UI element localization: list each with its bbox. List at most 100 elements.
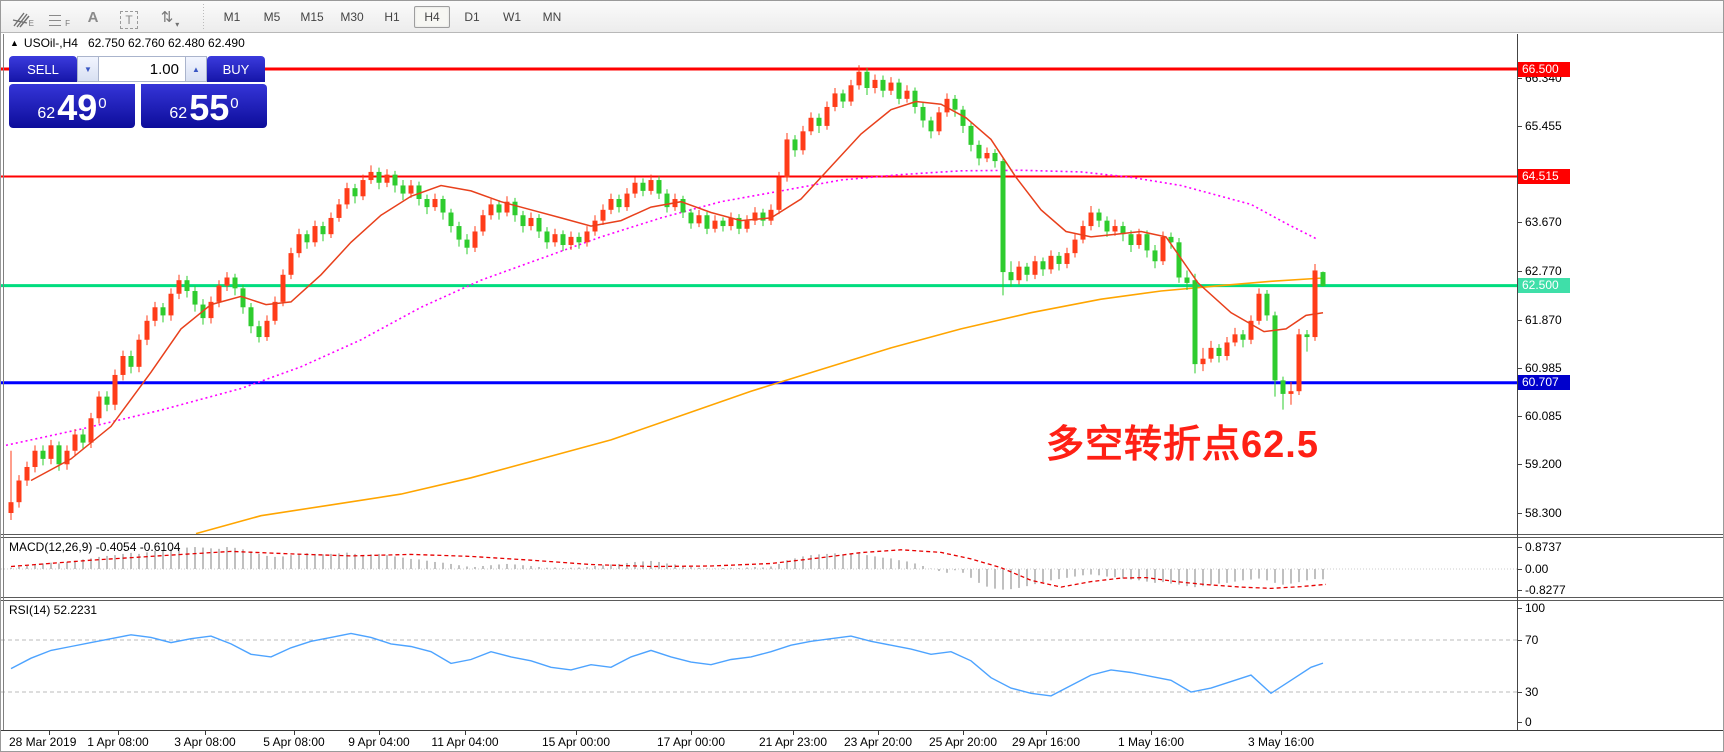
- price-axis-tick: [1517, 416, 1522, 418]
- rsi-axis-tick: [1517, 608, 1522, 609]
- timeframe-d1[interactable]: D1: [464, 9, 480, 24]
- buy-button[interactable]: BUY: [207, 56, 265, 82]
- timeframe-mn[interactable]: MN: [542, 9, 562, 24]
- rsi-indicator-label: RSI(14) 52.2231: [9, 603, 98, 617]
- volume-increase-button[interactable]: ▲: [185, 56, 207, 82]
- macd-indicator-canvas[interactable]: [1, 538, 1517, 597]
- rsi-axis-tick: [1517, 640, 1522, 641]
- crosshair-study-icon[interactable]: E: [5, 4, 37, 30]
- price-axis-separator: [1517, 34, 1518, 730]
- rsi-axis-tick: [1517, 692, 1522, 693]
- grid-snap-icon[interactable]: F: [41, 4, 73, 30]
- price-axis-tick: [1517, 319, 1522, 321]
- macd-axis-label: -0.8277: [1525, 582, 1566, 597]
- macd-axis-tick: [1517, 569, 1522, 570]
- timeframe-h1[interactable]: H1: [384, 9, 400, 24]
- time-axis-tick: [691, 731, 692, 735]
- price-axis-tick: [1517, 513, 1522, 514]
- ohlc-values: 62.750 62.760 62.480 62.490: [87, 35, 245, 50]
- price-axis-tick: [1517, 222, 1522, 224]
- price-level-tag: 62.500: [1518, 278, 1570, 294]
- time-axis-label: 23 Apr 20:00: [843, 735, 913, 749]
- macd-indicator-label: MACD(12,26,9) -0.4054 -0.6104: [9, 540, 181, 554]
- time-axis-tick: [1151, 731, 1152, 735]
- timeframe-m1[interactable]: M1: [223, 9, 241, 24]
- timeframe-m15[interactable]: M15: [300, 9, 324, 24]
- buy-price-point: 0: [230, 95, 239, 112]
- rsi-axis-tick: [1517, 722, 1522, 723]
- price-level-tag: 64.515: [1518, 169, 1570, 185]
- timeframe-m30[interactable]: M30: [340, 9, 364, 24]
- sell-price-point: 0: [98, 95, 107, 112]
- time-axis-label: 9 Apr 04:00: [348, 735, 410, 749]
- macd-axis-tick: [1517, 589, 1522, 591]
- time-axis-tick: [793, 731, 794, 735]
- toolbar-separator: [201, 3, 206, 30]
- rsi-indicator-canvas[interactable]: [1, 601, 1517, 730]
- time-axis[interactable]: 28 Mar 2019 1 Apr 08:00 3 Apr 08:00 5 Apr 0…: [1, 730, 1723, 751]
- volume-decrease-button[interactable]: ▼: [77, 56, 99, 82]
- time-axis-label: 1 Apr 08:00: [87, 735, 149, 749]
- text-box-icon[interactable]: T: [113, 4, 145, 30]
- sell-button[interactable]: SELL: [9, 56, 77, 82]
- dot-grid-glyph: [49, 14, 61, 26]
- rsi-axis-label: 0: [1525, 715, 1532, 729]
- time-axis-tick: [878, 731, 879, 735]
- time-axis-label: 5 Apr 08:00: [263, 735, 325, 749]
- arrange-windows-icon[interactable]: ⇅ ▾: [160, 8, 180, 29]
- timeframe-m5[interactable]: M5: [263, 9, 281, 24]
- pane-splitter[interactable]: [1, 534, 1723, 538]
- timeframe-w1[interactable]: W1: [503, 9, 521, 24]
- time-axis-tick: [963, 731, 964, 735]
- price-axis-tick: [1517, 367, 1522, 369]
- price-axis-label: 60.985: [1525, 360, 1562, 375]
- buy-price-pips: 55: [189, 87, 230, 128]
- time-axis-label: 3 May 16:00: [1247, 735, 1315, 749]
- dropdown-caret-icon: ▾: [175, 19, 180, 29]
- time-axis-tick: [205, 731, 206, 735]
- price-axis-label: 62.770: [1525, 264, 1562, 278]
- rsi-axis-label: 100: [1525, 601, 1546, 615]
- time-axis-label: 15 Apr 00:00: [541, 735, 611, 749]
- buy-price-whole: 62: [169, 105, 188, 122]
- time-axis-tick: [576, 731, 577, 735]
- time-axis-tick: [465, 731, 466, 735]
- symbol-title: USOil-,H4: [23, 35, 78, 50]
- time-axis-label: 29 Apr 16:00: [1011, 735, 1081, 749]
- sell-price-display[interactable]: 62 49 0: [9, 84, 135, 128]
- time-axis-tick: [1046, 731, 1047, 735]
- time-axis-label: 11 Apr 04:00: [431, 735, 499, 749]
- macd-axis-label: 0.00: [1525, 562, 1549, 576]
- pane-splitter[interactable]: [1, 597, 1723, 601]
- one-click-trading-panel: SELL ▼ ▲ BUY 62 49 0 62 55 0: [9, 56, 267, 128]
- rsi-axis-label: 30: [1525, 685, 1539, 699]
- volume-input[interactable]: [99, 56, 185, 82]
- time-axis-label: 28 Mar 2019: [9, 735, 77, 749]
- price-axis-label: 63.670: [1525, 215, 1562, 230]
- chart-title-bar: ▲ USOil-,H4 62.750 62.760 62.480 62.490: [3, 34, 1517, 51]
- time-axis-label: 1 May 16:00: [1117, 735, 1185, 749]
- price-level-tag: 66.500: [1518, 61, 1570, 77]
- price-axis-label: 60.085: [1525, 409, 1562, 424]
- buy-price-display[interactable]: 62 55 0: [141, 84, 267, 128]
- icon-sub-label: E: [28, 18, 34, 28]
- hatch-lines-glyph: [12, 12, 30, 27]
- time-axis-tick: [294, 731, 295, 735]
- sell-price-whole: 62: [37, 105, 56, 122]
- price-axis-label: 58.300: [1525, 506, 1562, 520]
- chart-text-annotation: 多空转折点62.5: [1046, 424, 1319, 466]
- chart-frame-border: [3, 34, 4, 730]
- price-chart-canvas[interactable]: [1, 51, 1517, 534]
- rsi-axis-label: 70: [1525, 633, 1539, 647]
- text-label-icon[interactable]: A: [87, 8, 99, 26]
- time-axis-tick: [49, 731, 50, 735]
- macd-axis-tick: [1517, 546, 1522, 548]
- time-axis-label: 3 Apr 08:00: [174, 735, 236, 749]
- oneclick-collapse-icon[interactable]: ▲: [10, 37, 19, 48]
- time-axis-label: 25 Apr 20:00: [928, 735, 998, 749]
- timeframe-h4[interactable]: H4: [414, 5, 450, 28]
- macd-axis-label: 0.8737: [1525, 539, 1562, 554]
- time-axis-tick: [118, 731, 119, 735]
- time-axis-label: 21 Apr 23:00: [758, 735, 828, 749]
